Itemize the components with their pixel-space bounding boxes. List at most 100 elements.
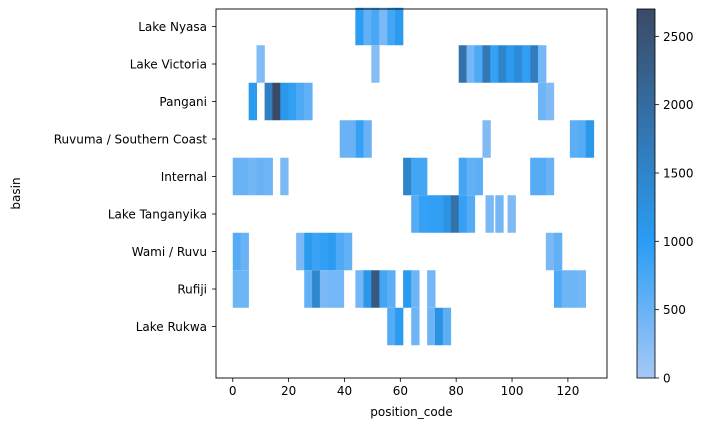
heatmap-cell	[419, 157, 428, 196]
heatmap-cell	[319, 270, 329, 308]
colorbar-tick-label: 1500	[663, 167, 694, 181]
heatmap-cell	[434, 195, 444, 233]
heatmap-cell	[355, 7, 364, 46]
heatmap-cell	[490, 45, 499, 83]
heatmap-cell	[458, 45, 468, 83]
heatmap-cell	[363, 270, 372, 308]
heatmap-cell	[577, 120, 586, 158]
x-tick-label: 100	[501, 384, 524, 398]
heatmap-cell	[458, 195, 468, 233]
x-axis: 0 20 40 60 80 100 120	[229, 378, 579, 398]
heatmap-cell	[280, 157, 289, 196]
colorbar-ticks: 0 500 1000 1500 2000 2500	[655, 30, 694, 386]
heatmap-cell	[327, 270, 337, 308]
heatmap-cell	[248, 82, 258, 121]
heatmap-cell	[482, 45, 491, 83]
colorbar-tick-label: 1000	[663, 235, 694, 249]
heatmap-cell	[319, 232, 329, 271]
heatmap-cell	[506, 45, 515, 83]
heatmap-cell	[458, 157, 468, 196]
y-tick-label: Lake Nyasa	[138, 20, 207, 34]
heatmap-cell	[411, 270, 420, 308]
heatmap-cell	[335, 232, 345, 271]
x-axis-label: position_code	[370, 405, 452, 419]
heatmap-cell	[379, 7, 388, 46]
heatmap-cell	[485, 195, 494, 233]
heatmap-cell	[561, 270, 571, 308]
heatmap-cell	[327, 232, 337, 271]
heatmap-cell	[403, 157, 412, 196]
heatmap-cell	[232, 270, 242, 308]
heatmap-cell	[256, 45, 265, 83]
heatmap-cell	[387, 270, 396, 308]
heatmap-cell	[495, 195, 504, 233]
heatmap-cell	[419, 195, 428, 233]
heatmap-cell	[466, 195, 476, 233]
heatmap-cell	[335, 270, 345, 308]
heatmap-cell	[498, 45, 507, 83]
heatmap-cell	[371, 270, 380, 308]
heatmap-cell	[387, 307, 396, 346]
heatmap-cell	[339, 120, 349, 158]
heatmap-cell	[304, 82, 313, 121]
heatmap-cell	[232, 232, 242, 271]
heatmap-cell	[343, 232, 353, 271]
heatmap-cell	[538, 82, 547, 121]
y-tick-label: Rufiji	[177, 283, 207, 297]
heatmap-cell	[569, 270, 579, 308]
heatmap-cell	[304, 270, 313, 308]
heatmap-cell	[264, 157, 273, 196]
heatmap-cell	[577, 270, 586, 308]
y-tick-label: Pangani	[159, 95, 207, 109]
colorbar-tick-label: 500	[663, 303, 686, 317]
heatmap-cell	[272, 82, 281, 121]
heatmap-cell	[288, 82, 297, 121]
heatmap-cell	[474, 45, 483, 83]
colorbar-tick-label: 0	[663, 372, 671, 386]
y-tick-label: Internal	[161, 170, 207, 184]
heatmap-cell	[395, 307, 404, 346]
heatmap-cell	[387, 7, 396, 46]
y-tick-label: Lake Tanganyika	[108, 208, 207, 222]
heatmap-cells	[232, 7, 595, 346]
heatmap-cell	[569, 120, 579, 158]
heatmap-cell	[371, 7, 380, 46]
colorbar	[636, 8, 656, 379]
x-tick-label: 60	[393, 384, 408, 398]
heatmap-cell	[545, 232, 555, 271]
heatmap-cell	[474, 157, 483, 196]
colorbar-tick-label: 2000	[663, 98, 694, 112]
heatmap-cell	[232, 157, 242, 196]
heatmap-cell	[411, 157, 420, 196]
heatmap-cell	[296, 82, 305, 121]
heatmap-cell	[538, 45, 547, 83]
heatmap-cell	[553, 232, 563, 271]
heatmap-cell	[248, 157, 258, 196]
heatmap-cell	[363, 120, 372, 158]
heatmap-cell	[514, 45, 523, 83]
heatmap-cell	[538, 157, 547, 196]
heatmap-cell	[442, 307, 452, 346]
heatmap-cell	[240, 270, 249, 308]
heatmap-cell	[355, 120, 364, 158]
heatmap-cell	[530, 157, 539, 196]
heatmap-cell	[466, 45, 475, 83]
heatmap-cell	[553, 270, 563, 308]
heatmap-cell	[264, 82, 273, 121]
x-tick-label: 80	[449, 384, 464, 398]
colorbar-tick-label: 2500	[663, 30, 694, 44]
y-axis: Lake Nyasa Lake Victoria Pangani Ruvuma / S…	[54, 20, 216, 334]
heatmap-cell	[411, 307, 420, 346]
heatmap-cell	[522, 45, 531, 83]
heatmap-cell	[434, 307, 444, 346]
heatmap-cell	[304, 232, 313, 271]
heatmap-cell	[530, 45, 539, 83]
heatmap-cell	[545, 157, 555, 196]
heatmap-cell	[371, 45, 380, 83]
heatmap-cell	[256, 157, 265, 196]
heatmap-cell	[507, 195, 516, 233]
heatmap-cell	[482, 120, 491, 158]
heatmap-cell	[466, 157, 475, 196]
heatmap-cell	[427, 307, 436, 346]
